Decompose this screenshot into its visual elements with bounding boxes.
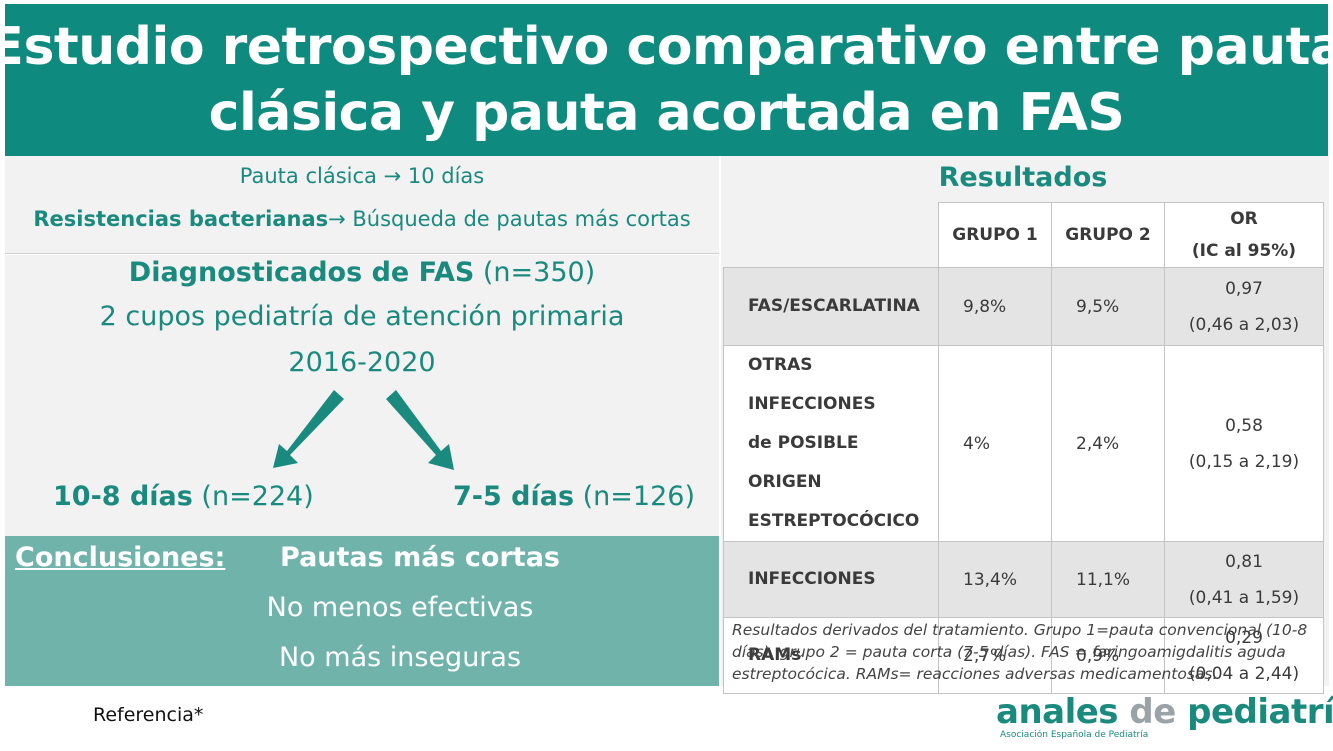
resistance-label: Resistencias bacterianas — [33, 207, 329, 231]
table-row: FAS/ESCARLATINA 9,8% 9,5% 0,97 (0,46 a 2… — [723, 267, 1324, 346]
header-group-1: GRUPO 1 — [938, 202, 1052, 268]
diagnosed-label: Diagnosticados de FAS — [128, 257, 475, 288]
conclusion-1: Pautas más cortas — [280, 542, 560, 573]
logo-word-anales: anales — [996, 692, 1119, 732]
group-1-days: 10-8 días — [53, 481, 193, 512]
row-label-line: OTRAS INFECCIONES — [748, 355, 876, 414]
header-group-2: GRUPO 2 — [1051, 202, 1165, 268]
results-title: Resultados — [938, 162, 1108, 193]
results-table: GRUPO 1 GRUPO 2 OR (IC al 95%) FAS/ESCAR… — [723, 202, 1324, 694]
row-label: FAS/ESCARLATINA — [723, 267, 939, 346]
row-or-value: 0,58 — [1225, 415, 1263, 436]
resistance-rest: → Búsqueda de pautas más cortas — [328, 207, 691, 231]
row-ci-value: (0,41 a 1,59) — [1188, 587, 1300, 608]
header-or: OR (IC al 95%) — [1164, 202, 1324, 268]
logo-word-pediatria: pediatría — [1187, 692, 1333, 732]
conclusion-2: No menos efectivas — [266, 592, 534, 623]
diagnosis-panel: Diagnosticados de FAS (n=350) 2 cupos pe… — [5, 255, 719, 536]
table-row: RAMs 2,7% 0,9% 0,29 (0,04 a 2,44) — [723, 617, 1324, 694]
row-label: RAMs — [723, 617, 939, 694]
reference-text: Referencia* — [93, 704, 204, 726]
pediatric-practices-text: 2 cupos pediatría de atención primaria — [99, 301, 625, 332]
row-ci-value: (0,15 a 2,19) — [1188, 451, 1300, 472]
row-or-cell: 0,58 (0,15 a 2,19) — [1164, 345, 1324, 542]
resistance-text: Resistencias bacterianas→ Búsqueda de pa… — [5, 207, 719, 231]
header-empty-cell — [723, 202, 939, 268]
row-ci-value: (0,04 a 2,44) — [1188, 663, 1300, 684]
row-or-value: 0,81 — [1225, 551, 1263, 572]
row-group-2-value: 11,1% — [1051, 541, 1165, 618]
split-arrows-icon — [273, 390, 454, 470]
arrow-left-down-icon — [273, 390, 344, 468]
table-row: INFECCIONES 13,4% 11,1% 0,81 (0,41 a 1,5… — [723, 541, 1324, 618]
row-group-1-value: 13,4% — [938, 541, 1052, 618]
group-1-n: (n=224) — [192, 481, 314, 512]
table-header-row: GRUPO 1 GRUPO 2 OR (IC al 95%) — [723, 202, 1324, 268]
header-or-label: OR — [1230, 209, 1258, 229]
row-group-1-value: 2,7% — [938, 617, 1052, 694]
row-or-cell: 0,97 (0,46 a 2,03) — [1164, 267, 1324, 346]
logo-wordmark: anales de pediatría — [996, 692, 1333, 732]
intro-panel: Pauta clásica → 10 días Resistencias bac… — [5, 156, 719, 254]
table-row: OTRAS INFECCIONES de POSIBLE ORIGEN ESTR… — [723, 345, 1324, 542]
title-banner: Estudio retrospectivo comparativo entre … — [0, 4, 1333, 156]
results-panel: Resultados GRUPO 1 GRUPO 2 OR (IC al 95%… — [721, 156, 1329, 694]
study-period-text: 2016-2020 — [288, 347, 436, 378]
conclusions-label: Conclusiones: — [15, 542, 226, 573]
page-title-line-1: Estudio retrospectivo comparativo entre … — [0, 17, 1333, 77]
row-label: OTRAS INFECCIONES de POSIBLE ORIGEN ESTR… — [723, 345, 939, 542]
row-group-1-value: 9,8% — [938, 267, 1052, 346]
group-1-label: 10-8 días (n=224) — [53, 481, 314, 512]
group-2-n: (n=126) — [574, 481, 695, 512]
diagnosed-count: Diagnosticados de FAS (n=350) — [5, 257, 719, 288]
logo-subtitle: Asociación Española de Pediatría — [1000, 730, 1149, 740]
logo-word-de: de — [1129, 692, 1176, 732]
row-or-value: 0,97 — [1225, 278, 1263, 299]
row-or-cell: 0,29 (0,04 a 2,44) — [1164, 617, 1324, 694]
group-2-label: 7-5 días (n=126) — [453, 481, 695, 512]
header-or-ci: (IC al 95%) — [1191, 241, 1297, 261]
results-footnote: Resultados derivados del tratamiento. Gr… — [732, 621, 1308, 683]
row-or-cell: 0,81 (0,41 a 1,59) — [1164, 541, 1324, 618]
classic-regimen-text: Pauta clásica → 10 días — [239, 164, 485, 188]
row-group-1-value: 4% — [938, 345, 1052, 542]
row-or-value: 0,29 — [1225, 627, 1263, 648]
row-label: INFECCIONES — [723, 541, 939, 618]
row-group-2-value: 2,4% — [1051, 345, 1165, 542]
row-group-2-value: 0,9% — [1051, 617, 1165, 694]
conclusion-3: No más inseguras — [278, 642, 522, 673]
conclusions-panel: Conclusiones: Pautas más cortas No menos… — [5, 536, 719, 686]
page-title-line-2: clásica y pauta acortada en FAS — [208, 83, 1125, 143]
row-label-line: ESTREPTOCÓCICO — [748, 511, 920, 531]
row-group-2-value: 9,5% — [1051, 267, 1165, 346]
row-ci-value: (0,46 a 2,03) — [1188, 314, 1300, 335]
journal-logo: anales de pediatría Asociación Española … — [996, 692, 1333, 740]
arrow-right-down-icon — [386, 390, 454, 470]
row-label-line: de POSIBLE ORIGEN — [748, 433, 859, 492]
group-2-days: 7-5 días — [453, 481, 575, 512]
diagnosed-n: (n=350) — [474, 257, 596, 288]
